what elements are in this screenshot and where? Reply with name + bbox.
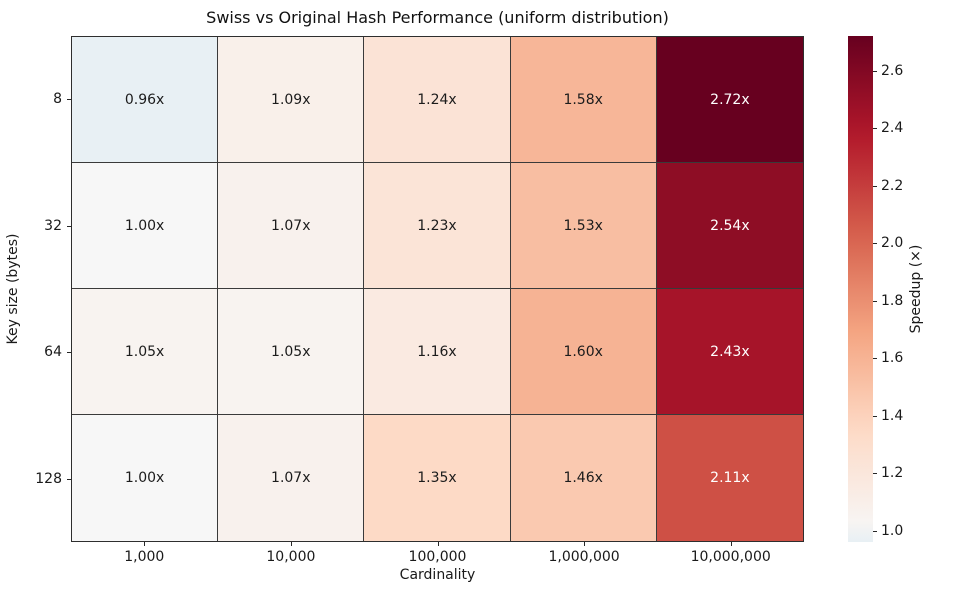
heatmap-cell: 1.35x bbox=[364, 415, 511, 541]
y-axis-label: Key size (bytes) bbox=[5, 233, 21, 345]
x-tick-label: 1,000,000 bbox=[548, 549, 620, 565]
heatmap-cell-value: 1.00x bbox=[124, 470, 165, 486]
heatmap-cell: 1.23x bbox=[364, 163, 511, 289]
heatmap-cell-value: 2.43x bbox=[710, 343, 750, 360]
heatmap-cell: 1.00x bbox=[72, 415, 219, 541]
heatmap-cell: 1.09x bbox=[218, 37, 365, 163]
heatmap-cell: 1.16x bbox=[364, 289, 511, 415]
heatmap-cell-value: 1.60x bbox=[563, 343, 603, 360]
heatmap-cell: 2.11x bbox=[656, 415, 803, 541]
heatmap-cell-value: 1.07x bbox=[271, 217, 311, 234]
x-axis-label: Cardinality bbox=[399, 567, 476, 583]
heatmap-cell: 1.07x bbox=[218, 163, 365, 289]
y-tick-mark bbox=[67, 99, 71, 101]
colorbar-tick-mark bbox=[873, 473, 877, 474]
heatmap-cell: 2.43x bbox=[656, 289, 803, 415]
colorbar-tick-label: 2.2 bbox=[881, 177, 904, 194]
heatmap-cell: 1.46x bbox=[510, 415, 657, 541]
heatmap-cell-value: 2.11x bbox=[710, 470, 750, 486]
colorbar-tick-label: 2.0 bbox=[881, 235, 904, 251]
y-tick-label: 32 bbox=[44, 217, 62, 234]
x-tick-mark bbox=[730, 542, 732, 546]
colorbar-label: Speedup (×) bbox=[908, 244, 924, 334]
x-tick-label: 100,000 bbox=[408, 549, 467, 565]
heatmap-cell-value: 0.96x bbox=[124, 91, 165, 108]
heatmap-cell: 1.05x bbox=[218, 289, 365, 415]
colorbar-tick-label: 1.2 bbox=[881, 465, 904, 481]
heatmap-cell-value: 1.24x bbox=[417, 91, 457, 108]
heatmap-cell-value: 1.16x bbox=[417, 343, 457, 360]
colorbar-tick-mark bbox=[873, 530, 877, 532]
heatmap-cell: 1.24x bbox=[364, 37, 511, 163]
y-tick-label: 64 bbox=[44, 344, 62, 361]
heatmap-cell-value: 2.72x bbox=[710, 91, 750, 108]
colorbar bbox=[848, 36, 873, 542]
colorbar-tick-mark bbox=[873, 128, 877, 129]
heatmap-cell: 1.60x bbox=[510, 289, 657, 415]
heatmap-cell: 1.53x bbox=[510, 163, 657, 289]
heatmap-grid: 0.96x 1.09x 1.24x 1.58x 2.72x 1.00x 1.07x 1.23x… bbox=[71, 36, 804, 542]
heatmap-cell-value: 1.46x bbox=[563, 470, 603, 486]
colorbar-tick-label: 1.6 bbox=[881, 350, 904, 366]
colorbar-tick-mark bbox=[873, 185, 877, 187]
x-tick-mark bbox=[290, 542, 292, 546]
heatmap-cell: 2.54x bbox=[656, 163, 803, 289]
colorbar-tick-label: 2.4 bbox=[881, 120, 904, 136]
heatmap-cell: 1.05x bbox=[72, 289, 219, 415]
heatmap-cell-value: 1.09x bbox=[271, 91, 311, 108]
y-tick-mark bbox=[67, 225, 71, 227]
heatmap-cell-value: 1.58x bbox=[563, 91, 603, 108]
x-tick-mark bbox=[584, 542, 586, 546]
colorbar-tick-mark bbox=[873, 300, 877, 302]
colorbar-tick-mark bbox=[873, 70, 877, 72]
heatmap-cell: 0.96x bbox=[72, 37, 219, 163]
heatmap-cell-value: 1.05x bbox=[124, 343, 165, 360]
x-tick-label: 10,000,000 bbox=[690, 549, 771, 565]
y-tick-label: 128 bbox=[35, 470, 62, 487]
heatmap-cell-value: 1.07x bbox=[271, 470, 311, 486]
colorbar-tick-label: 1.8 bbox=[881, 292, 904, 309]
y-tick-label: 8 bbox=[53, 91, 62, 108]
colorbar-tick-mark bbox=[873, 243, 877, 244]
x-tick-label: 1,000 bbox=[124, 549, 165, 565]
colorbar-tick-label: 1.0 bbox=[881, 522, 904, 539]
heatmap-cell-value: 1.23x bbox=[417, 217, 457, 234]
heatmap-cell: 2.72x bbox=[656, 37, 803, 163]
x-tick-mark bbox=[144, 542, 146, 546]
heatmap-cell: 1.58x bbox=[510, 37, 657, 163]
x-tick-label: 10,000 bbox=[266, 549, 316, 565]
colorbar-tick-mark bbox=[873, 358, 877, 359]
y-tick-mark bbox=[67, 478, 71, 480]
y-tick-mark bbox=[67, 352, 71, 354]
heatmap-cell-value: 1.53x bbox=[563, 217, 603, 234]
x-tick-mark bbox=[437, 542, 439, 546]
heatmap-cell: 1.07x bbox=[218, 415, 365, 541]
heatmap-cell-value: 2.54x bbox=[710, 217, 750, 234]
colorbar-tick-label: 2.6 bbox=[881, 62, 904, 79]
heatmap-cell: 1.00x bbox=[72, 163, 219, 289]
chart-title: Swiss vs Original Hash Performance (unif… bbox=[206, 8, 669, 27]
colorbar-tick-mark bbox=[873, 415, 877, 417]
colorbar-tick-label: 1.4 bbox=[881, 407, 904, 424]
heatmap-cell-value: 1.00x bbox=[124, 217, 165, 234]
heatmap-cell-value: 1.35x bbox=[417, 470, 457, 486]
heatmap-cell-value: 1.05x bbox=[271, 343, 311, 360]
